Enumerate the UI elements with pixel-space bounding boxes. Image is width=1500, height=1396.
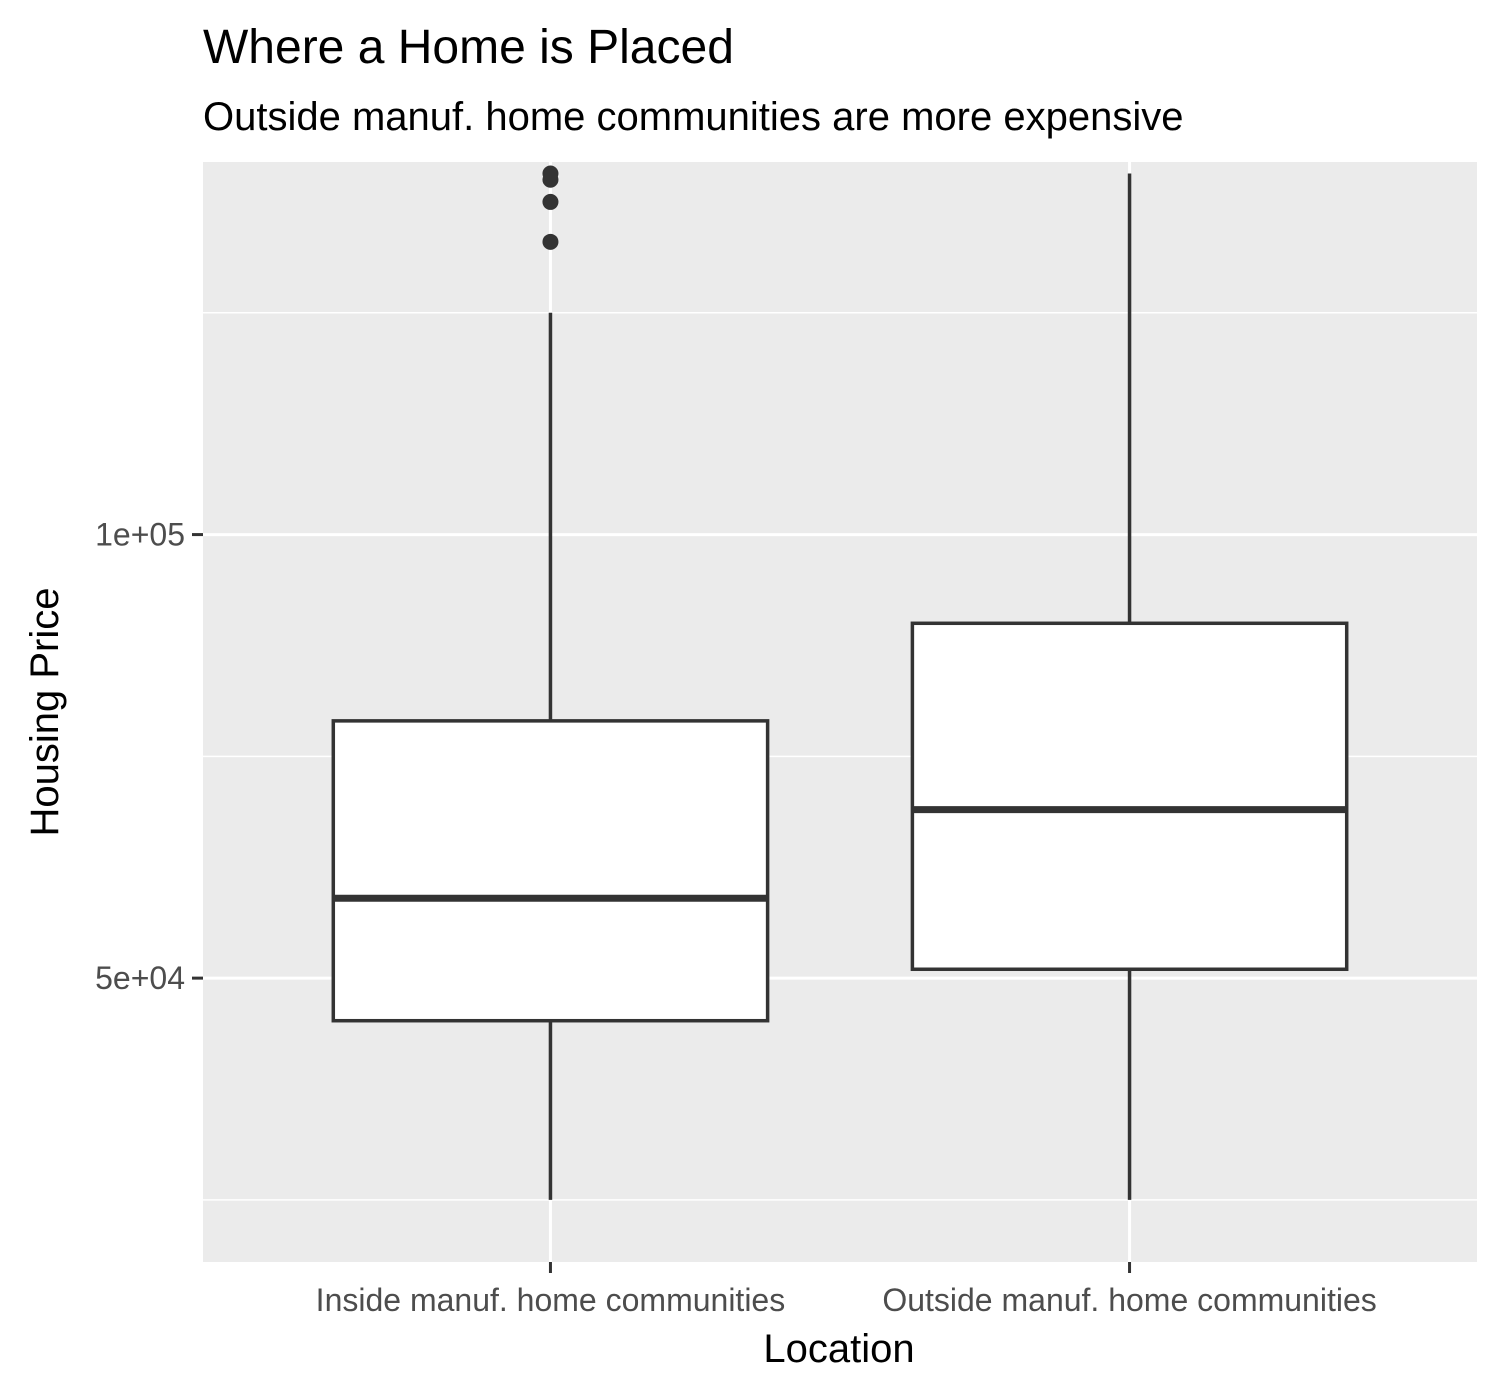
x-tick-label: Inside manuf. home communities: [316, 1282, 786, 1318]
x-axis-title: Location: [763, 1327, 914, 1371]
chart-title: Where a Home is Placed: [203, 21, 734, 74]
outlier-point: [542, 165, 559, 182]
box-group: [910, 173, 1349, 1200]
y-tick-label: 1e+05: [95, 517, 185, 553]
box-iqr: [910, 621, 1349, 972]
box-group: [331, 165, 770, 1200]
box-iqr: [331, 719, 770, 1023]
y-axis-title: Housing Price: [23, 587, 67, 836]
y-tick-label: 5e+04: [95, 960, 185, 996]
outlier-point: [542, 193, 559, 210]
outlier-point: [542, 233, 559, 250]
x-tick-label: Outside manuf. home communities: [882, 1282, 1376, 1318]
chart-subtitle: Outside manuf. home communities are more…: [203, 95, 1183, 139]
